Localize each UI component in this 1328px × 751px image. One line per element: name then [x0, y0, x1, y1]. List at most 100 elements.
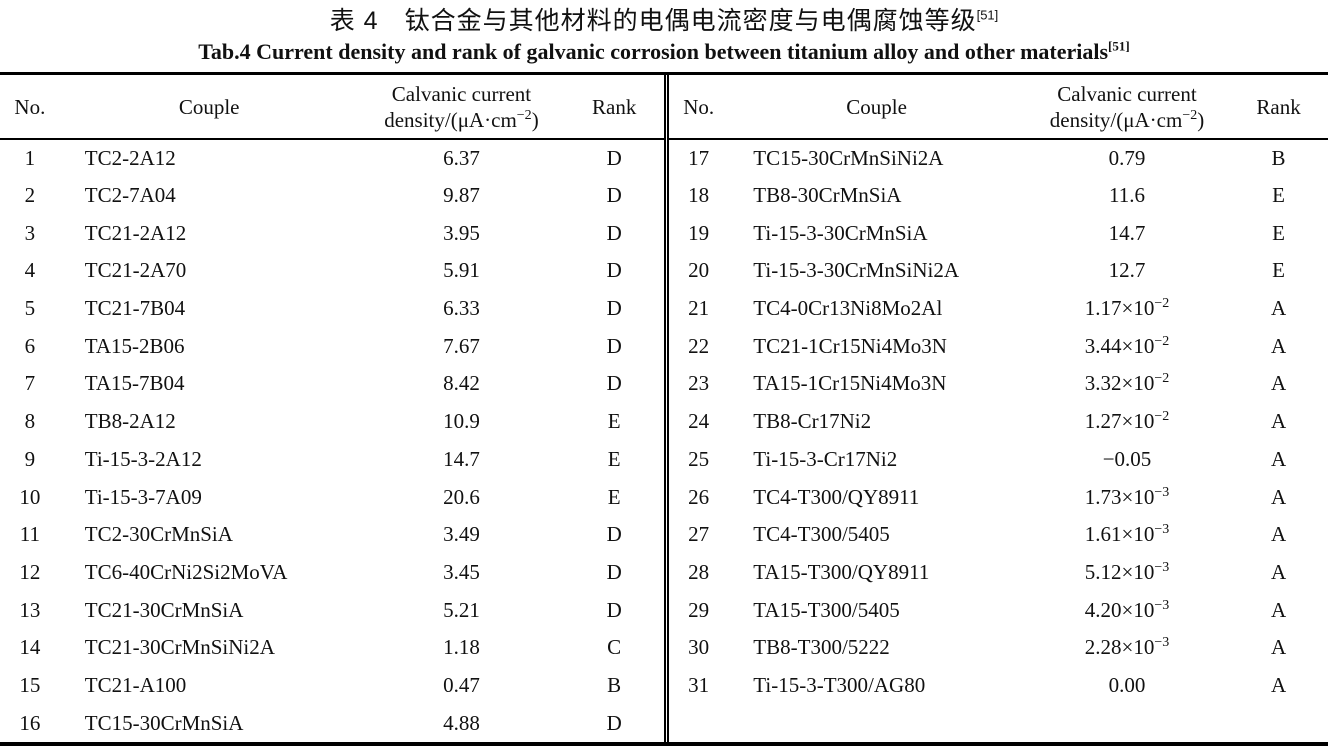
- col-header-rank: Rank: [564, 75, 664, 140]
- couple-cell: TC21-1Cr15Ni4Mo3N: [753, 333, 947, 358]
- rank-cell: A: [1270, 672, 1287, 697]
- density-cell: 3.49: [359, 516, 565, 554]
- density-cell: 6.37: [359, 139, 565, 177]
- density-cell: 4.20×10−3: [1025, 591, 1229, 629]
- citation-superscript: [51]: [1108, 38, 1130, 54]
- density-value: 14.7: [1108, 220, 1146, 245]
- couple-cell: TA15-T300/QY8911: [753, 559, 930, 584]
- density-value: 5.12×10: [1084, 559, 1155, 584]
- density-cell: 4.88: [359, 704, 565, 742]
- col-header-no: No.: [0, 75, 60, 140]
- density-value: 6.37: [443, 145, 480, 170]
- density-exponent: −3: [1154, 597, 1170, 613]
- density-value: 6.33: [443, 296, 480, 321]
- right-table-body: 17 TC15-30CrMnSiNi2A 0.79 B 18 TB8-30CrM…: [669, 139, 1328, 704]
- row-number-cell: 25: [688, 446, 710, 471]
- right-table-header: No. Couple Calvanic current density/(μA·c…: [669, 75, 1328, 140]
- rank-cell: E: [607, 409, 621, 434]
- density-cell: 1.61×10−3: [1025, 516, 1229, 554]
- table-row: 8 TB8-2A12 10.9 E: [0, 403, 664, 441]
- rank-cell: B: [1271, 145, 1286, 170]
- couple-cell: TC21-30CrMnSiA: [84, 597, 244, 622]
- density-cell: 14.7: [359, 441, 565, 479]
- table-row: 28 TA15-T300/QY8911 5.12×10−3 A: [669, 554, 1328, 592]
- table-row: 26 TC4-T300/QY8911 1.73×10−3 A: [669, 478, 1328, 516]
- row-number-cell: 19: [688, 220, 710, 245]
- col-header-couple: Couple: [728, 75, 1025, 140]
- rank-cell: D: [606, 559, 622, 584]
- row-number-cell: 27: [688, 522, 710, 547]
- density-value: 3.95: [443, 220, 480, 245]
- col-header-density: Calvanic current density/(μA·cm−2): [1024, 75, 1230, 140]
- table-row: 4 TC21-2A70 5.91 D: [0, 252, 664, 290]
- table-row: 27 TC4-T300/5405 1.61×10−3 A: [669, 516, 1328, 554]
- row-number-cell: 7: [24, 371, 36, 396]
- density-value: 14.7: [443, 446, 480, 471]
- density-header-close-paren: ): [531, 107, 539, 132]
- table-row: 5 TC21-7B04 6.33 D: [0, 290, 664, 328]
- table-title-chinese-text: 表 4 钛合金与其他材料的电偶电流密度与电偶腐蚀等级: [329, 7, 977, 35]
- table-row: 12 TC6-40CrNi2Si2MoVA 3.45 D: [0, 554, 664, 592]
- table-row: 19 Ti-15-3-30CrMnSiA 14.7 E: [669, 214, 1328, 252]
- rank-cell: A: [1270, 522, 1287, 547]
- density-value: 11.6: [1108, 183, 1145, 208]
- couple-cell: TA15-7B04: [84, 371, 185, 396]
- rank-cell: D: [606, 258, 622, 283]
- density-value: 0.47: [443, 672, 480, 697]
- table-row: 22 TC21-1Cr15Ni4Mo3N 3.44×10−2 A: [669, 327, 1328, 365]
- left-table-body: 1 TC2-2A12 6.37 D 2 TC2-7A04 9.87 D 3 TC…: [0, 139, 664, 742]
- table-row: 15 TC21-A100 0.47 B: [0, 667, 664, 705]
- right-table: No. Couple Calvanic current density/(μA·c…: [669, 75, 1328, 704]
- density-value: 1.17×10: [1084, 296, 1155, 321]
- density-header-line2: density/(μA·cm: [1049, 107, 1183, 132]
- density-cell: 3.95: [359, 214, 565, 252]
- rank-cell: D: [606, 371, 622, 396]
- table-caption: 表 4 钛合金与其他材料的电偶电流密度与电偶腐蚀等级[51] Tab.4 Cur…: [0, 0, 1328, 67]
- density-header-exponent: −2: [516, 107, 532, 123]
- rank-cell: E: [1272, 220, 1285, 245]
- density-cell: −0.05: [1025, 441, 1229, 479]
- density-exponent: −2: [1154, 409, 1170, 425]
- density-cell: 10.9: [359, 403, 565, 441]
- table-row: 1 TC2-2A12 6.37 D: [0, 139, 664, 177]
- couple-cell: TA15-1Cr15Ni4Mo3N: [753, 371, 947, 396]
- row-number-cell: 4: [24, 258, 36, 283]
- rank-cell: A: [1270, 296, 1287, 321]
- rank-cell: D: [606, 296, 622, 321]
- density-cell: 0.79: [1025, 139, 1229, 177]
- couple-cell: TC15-30CrMnSiNi2A: [753, 145, 944, 170]
- density-cell: 5.12×10−3: [1025, 554, 1229, 592]
- couple-cell: TC4-T300/QY8911: [753, 484, 920, 509]
- rank-cell: B: [607, 672, 622, 697]
- density-value: 5.21: [443, 597, 480, 622]
- table-row: 11 TC2-30CrMnSiA 3.49 D: [0, 516, 664, 554]
- rank-cell: A: [1270, 446, 1287, 471]
- table-row: 16 TC15-30CrMnSiA 4.88 D: [0, 704, 664, 742]
- density-cell: 1.17×10−2: [1025, 290, 1229, 328]
- table-row: 9 Ti-15-3-2A12 14.7 E: [0, 441, 664, 479]
- table-right-half: No. Couple Calvanic current density/(μA·c…: [664, 75, 1328, 742]
- density-header-close-paren: ): [1197, 107, 1205, 132]
- density-cell: 5.21: [359, 591, 565, 629]
- rank-cell: E: [1272, 183, 1285, 208]
- couple-cell: Ti-15-3-T300/AG80: [753, 672, 926, 697]
- rank-cell: A: [1270, 484, 1287, 509]
- table-row: 3 TC21-2A12 3.95 D: [0, 214, 664, 252]
- density-exponent: −3: [1154, 484, 1170, 500]
- couple-cell: Ti-15-3-2A12: [84, 446, 202, 471]
- couple-cell: TC21-2A12: [84, 220, 187, 245]
- table-row: 17 TC15-30CrMnSiNi2A 0.79 B: [669, 139, 1328, 177]
- density-cell: 3.32×10−2: [1025, 365, 1229, 403]
- couple-cell: TC6-40CrNi2Si2MoVA: [84, 559, 288, 584]
- table-row: 13 TC21-30CrMnSiA 5.21 D: [0, 591, 664, 629]
- rank-cell: D: [606, 220, 622, 245]
- density-cell: 14.7: [1025, 214, 1229, 252]
- density-cell: 1.27×10−2: [1025, 403, 1229, 441]
- rank-cell: D: [606, 710, 622, 735]
- row-number-cell: 12: [19, 559, 41, 584]
- couple-cell: TC15-30CrMnSiA: [84, 710, 244, 735]
- couple-cell: Ti-15-3-7A09: [84, 484, 202, 509]
- density-value: 4.88: [443, 710, 480, 735]
- row-number-cell: 1: [24, 145, 36, 170]
